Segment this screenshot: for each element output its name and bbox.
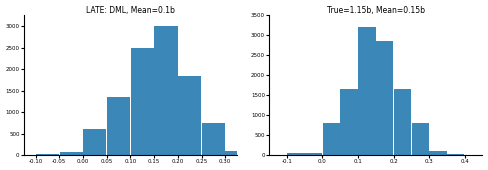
Title: True=1.15b, Mean=0.15b: True=1.15b, Mean=0.15b — [327, 6, 425, 15]
Bar — [394, 89, 411, 155]
Bar — [287, 153, 322, 155]
Bar — [358, 27, 376, 155]
Bar — [202, 123, 225, 155]
Bar — [60, 152, 83, 155]
Bar — [411, 123, 429, 155]
Bar — [341, 89, 358, 155]
Bar — [178, 76, 201, 155]
Title: LATE: DML, Mean=0.1b: LATE: DML, Mean=0.1b — [86, 6, 175, 15]
Bar — [323, 123, 340, 155]
Bar — [376, 41, 393, 155]
Bar — [83, 129, 106, 155]
Bar — [36, 154, 59, 155]
Bar — [131, 48, 154, 155]
Bar — [154, 26, 178, 155]
Bar — [429, 151, 447, 155]
Bar — [107, 97, 130, 155]
Bar — [225, 151, 249, 155]
